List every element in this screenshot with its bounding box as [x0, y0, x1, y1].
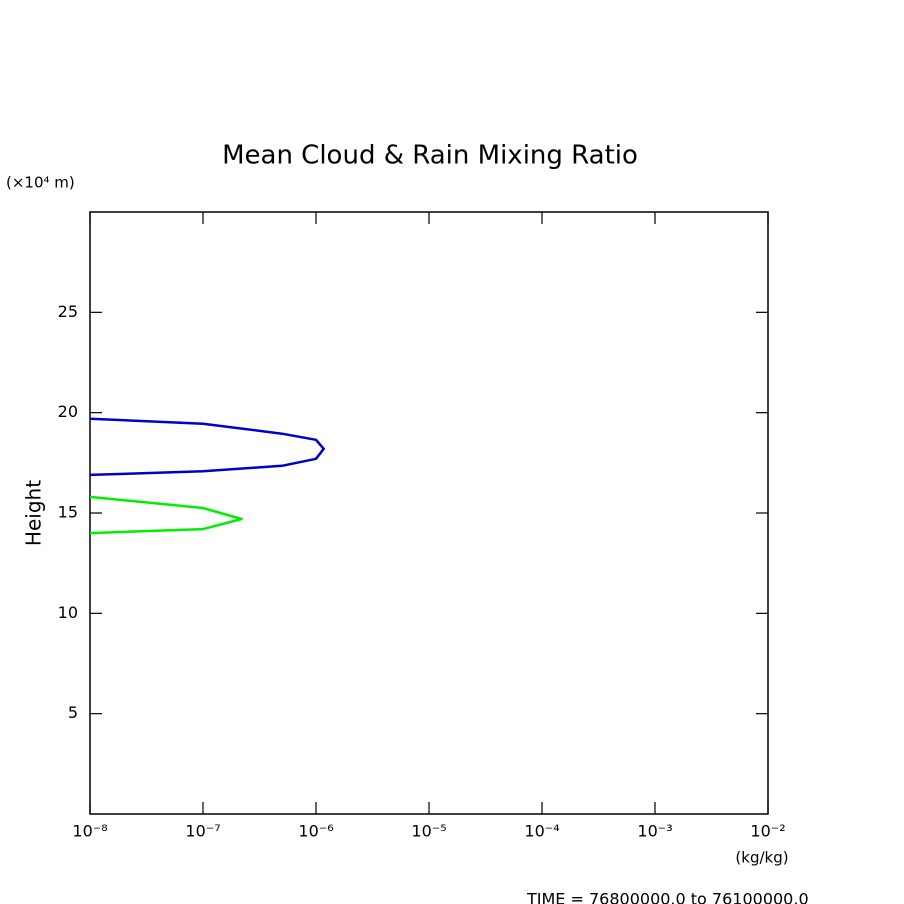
x-unit: (kg/kg)	[735, 849, 788, 867]
x-tick-label: 10⁻⁷	[185, 822, 220, 841]
y-tick-label: 20	[58, 402, 78, 421]
x-tick-label: 10⁻⁴	[524, 822, 559, 841]
chart-title: Mean Cloud & Rain Mixing Ratio	[222, 141, 638, 171]
y-tick-label: 10	[58, 603, 78, 622]
series-line	[89, 417, 325, 477]
x-tick-label: 10⁻³	[637, 822, 672, 841]
x-tick-label: 10⁻⁵	[411, 822, 446, 841]
y-axis-label: Height	[22, 480, 46, 546]
y-unit: (×10⁴ m)	[6, 174, 75, 192]
x-tick-label: 10⁻²	[750, 822, 785, 841]
y-tick-label: 15	[58, 503, 78, 522]
footer: TIME = 76800000.0 to 76100000.0	[526, 890, 809, 904]
plot-frame	[89, 211, 769, 815]
x-tick-label: 10⁻⁸	[72, 822, 107, 841]
y-tick-label: 25	[58, 302, 78, 321]
x-tick-label: 10⁻⁶	[298, 822, 333, 841]
series-line	[89, 495, 243, 535]
y-tick-label: 5	[68, 703, 78, 722]
